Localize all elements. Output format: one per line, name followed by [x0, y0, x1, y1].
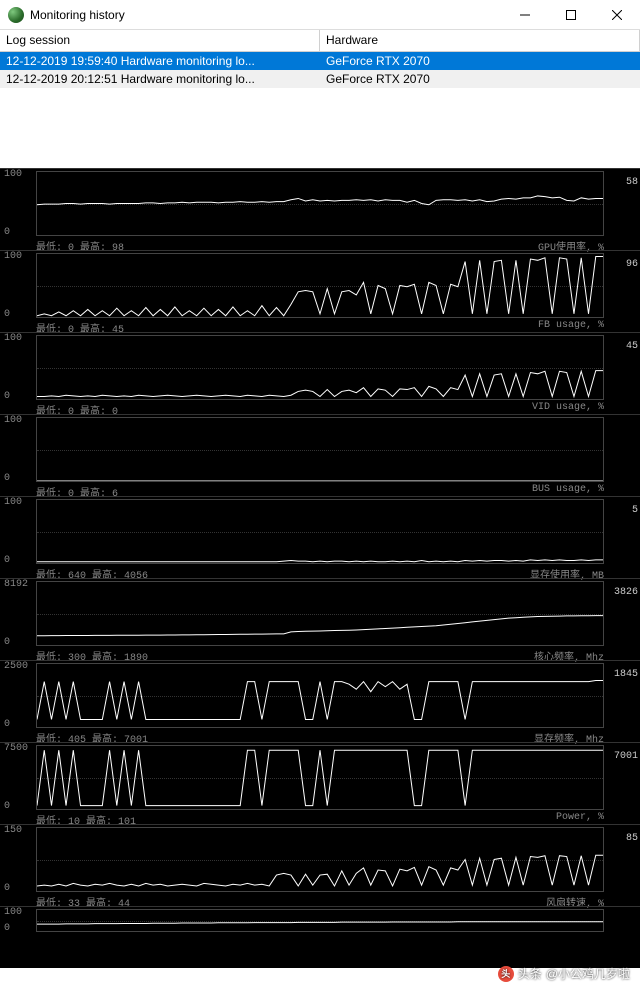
chart-plot-area	[36, 581, 604, 646]
chart-stats: 最低: 0 最高: 98	[36, 238, 124, 250]
chart-footer: 最低: 0 最高: 98 GPU使用率, %	[36, 238, 604, 250]
y-axis-top: 100	[4, 169, 22, 180]
chart-power: 150 0 85 最低: 33 最高: 44 风扇转速, %	[0, 824, 640, 906]
chart-end-value: 96	[626, 259, 638, 270]
chart-stats: 最低: 640 最高: 4056	[36, 566, 148, 578]
chart-label: VID usage, %	[532, 402, 604, 414]
chart-end-value: 7001	[614, 751, 638, 762]
chart-label: 显存频率, Mhz	[534, 730, 604, 742]
chart-mem_usage: 8192 0 3826 最低: 300 最高: 1890 核心频率, Mhz	[0, 578, 640, 660]
column-hardware[interactable]: Hardware	[320, 30, 640, 51]
chart-label: 核心频率, Mhz	[534, 648, 604, 660]
y-axis-top: 150	[4, 825, 22, 836]
session-hardware-cell: GeForce RTX 2070	[320, 53, 640, 69]
y-axis-top: 2500	[4, 661, 28, 672]
chart-label: BUS usage, %	[532, 484, 604, 496]
y-axis-top: 8192	[4, 579, 28, 590]
chart-footer: 最低: 0 最高: 45 FB usage, %	[36, 320, 604, 332]
close-button[interactable]	[594, 0, 640, 30]
y-axis-bottom: 0	[4, 555, 10, 566]
chart-label: GPU使用率, %	[538, 238, 604, 250]
chart-end-value: 85	[626, 833, 638, 844]
maximize-button[interactable]	[548, 0, 594, 30]
chart-label: 风扇转速, %	[546, 894, 604, 906]
watermark: 头 头条 @小公鸡几岁啦	[498, 965, 630, 982]
y-axis-bottom: 0	[4, 391, 10, 402]
chart-core_clock: 2500 0 1845 最低: 405 最高: 7001 显存频率, Mhz	[0, 660, 640, 742]
chart-plot-area	[36, 499, 604, 564]
chart-footer: 最低: 0 最高: 0 VID usage, %	[36, 402, 604, 414]
chart-footer	[36, 934, 604, 946]
chart-footer: 最低: 10 最高: 101 Power, %	[36, 812, 604, 824]
chart-end-value: 3826	[614, 587, 638, 598]
session-header: Log session Hardware	[0, 30, 640, 52]
app-icon	[8, 7, 24, 23]
chart-plot-area	[36, 335, 604, 400]
chart-fan: 1000	[0, 906, 640, 946]
chart-footer: 最低: 33 最高: 44 风扇转速, %	[36, 894, 604, 906]
chart-plot-area	[36, 745, 604, 810]
chart-stats: 最低: 0 最高: 6	[36, 484, 118, 496]
session-log-cell: 12-12-2019 20:12:51 Hardware monitoring …	[0, 71, 320, 87]
chart-plot-area	[36, 417, 604, 482]
chart-bus_usage: 100 0 5 最低: 640 最高: 4056 显存使用率, MB	[0, 496, 640, 578]
chart-plot-area	[36, 253, 604, 318]
y-axis-top: 100	[4, 251, 22, 262]
y-axis-top: 100	[4, 415, 22, 426]
y-axis-bottom: 0	[4, 309, 10, 320]
watermark-prefix: 头条	[518, 965, 542, 982]
y-axis-bottom: 0	[4, 227, 10, 238]
chart-footer: 最低: 405 最高: 7001 显存频率, Mhz	[36, 730, 604, 742]
chart-plot-area	[36, 827, 604, 892]
chart-vid_usage: 100 0 最低: 0 最高: 6 BUS usage, %	[0, 414, 640, 496]
y-axis-bottom: 0	[4, 801, 10, 812]
watermark-logo-icon: 头	[498, 966, 514, 982]
session-hardware-cell: GeForce RTX 2070	[320, 71, 640, 87]
chart-plot-area	[36, 171, 604, 236]
window-controls	[502, 0, 640, 29]
session-row[interactable]: 12-12-2019 19:59:40 Hardware monitoring …	[0, 52, 640, 70]
chart-stats: 最低: 300 最高: 1890	[36, 648, 148, 660]
chart-footer: 最低: 0 最高: 6 BUS usage, %	[36, 484, 604, 496]
y-axis-bottom: 0	[4, 719, 10, 730]
chart-panel: 100058最低: 0 最高: 98GPU使用率, %100096最低: 0 最…	[0, 168, 640, 968]
chart-stats: 最低: 405 最高: 7001	[36, 730, 148, 742]
y-axis-top: 100	[4, 333, 22, 344]
chart-end-value: 58	[626, 177, 638, 188]
y-axis-bottom: 0	[4, 883, 10, 894]
titlebar: Monitoring history	[0, 0, 640, 30]
chart-fb_usage: 100 0 45 最低: 0 最高: 0 VID usage, %	[0, 332, 640, 414]
session-log-cell: 12-12-2019 19:59:40 Hardware monitoring …	[0, 53, 320, 69]
session-blank-area	[0, 88, 640, 168]
y-axis-top: 100	[4, 497, 22, 508]
watermark-text: @小公鸡几岁啦	[546, 965, 630, 982]
minimize-button[interactable]	[502, 0, 548, 30]
y-axis-bottom: 0	[4, 637, 10, 648]
chart-chart1: 100 0 58 最低: 0 最高: 98 GPU使用率, %	[0, 168, 640, 250]
chart-plot-area	[36, 663, 604, 728]
window-title: Monitoring history	[30, 8, 502, 22]
chart-footer: 最低: 300 最高: 1890 核心频率, Mhz	[36, 648, 604, 660]
chart-stats: 最低: 0 最高: 45	[36, 320, 124, 332]
session-row[interactable]: 12-12-2019 20:12:51 Hardware monitoring …	[0, 70, 640, 88]
chart-plot-area	[36, 909, 604, 932]
y-axis-bottom: 0	[4, 473, 10, 484]
chart-stats: 最低: 0 最高: 0	[36, 402, 118, 414]
column-log-session[interactable]: Log session	[0, 30, 320, 51]
y-axis-bottom: 0	[4, 923, 10, 934]
session-list: Log session Hardware 12-12-2019 19:59:40…	[0, 30, 640, 168]
chart-label: 显存使用率, MB	[530, 566, 604, 578]
chart-end-value: 45	[626, 341, 638, 352]
chart-footer: 最低: 640 最高: 4056 显存使用率, MB	[36, 566, 604, 578]
y-axis-top: 7500	[4, 743, 28, 754]
chart-end-value: 5	[632, 505, 638, 516]
chart-label: FB usage, %	[538, 320, 604, 332]
chart-gpu_usage: 100 0 96 最低: 0 最高: 45 FB usage, %	[0, 250, 640, 332]
chart-end-value: 1845	[614, 669, 638, 680]
chart-mem_clock: 7500 0 7001 最低: 10 最高: 101 Power, %	[0, 742, 640, 824]
chart-label: Power, %	[556, 812, 604, 824]
chart-stats: 最低: 33 最高: 44	[36, 894, 130, 906]
y-axis-top: 100	[4, 907, 22, 918]
chart-stats: 最低: 10 最高: 101	[36, 812, 136, 824]
